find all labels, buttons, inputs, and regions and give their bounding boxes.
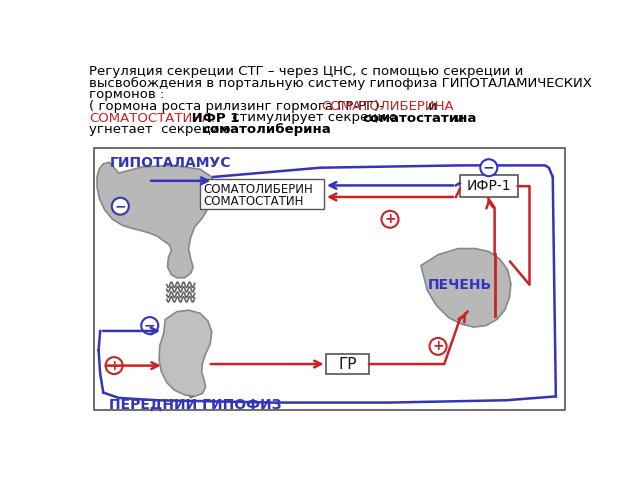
Text: гормонов :: гормонов : [90,88,164,101]
Bar [94,148,565,410]
Circle shape [429,338,447,355]
Text: ПЕРЕДНИЙ ГИПОФИЗ: ПЕРЕДНИЙ ГИПОФИЗ [109,396,282,412]
Text: соматолиберина: соматолиберина [202,123,331,136]
Polygon shape [421,249,511,327]
Polygon shape [159,310,212,396]
Bar [200,179,324,208]
Text: соматостатина: соматостатина [362,111,477,124]
Bar [460,175,518,197]
Circle shape [141,317,158,334]
Text: и: и [451,111,464,124]
Text: высвобождения в портальную систему гипофиза ГИПОТАЛАМИЧЕСКИХ: высвобождения в портальную систему гипоф… [90,77,592,90]
Text: ИФР-1: ИФР-1 [467,179,511,193]
Text: и: и [424,100,437,113]
Text: −: − [115,199,126,213]
Text: ГР: ГР [339,357,357,372]
Text: .: . [302,123,307,136]
Text: −: − [144,319,156,333]
Text: −: − [483,161,495,175]
Text: Регуляция секреции СТГ – через ЦНС, с помощью секреции и: Регуляция секреции СТГ – через ЦНС, с по… [90,65,524,78]
Text: СОМАТОЛИБЕРИНА: СОМАТОЛИБЕРИНА [321,100,454,113]
Circle shape [112,198,129,215]
Text: +: + [384,212,396,226]
Text: СОМАТОСТАТИНА.: СОМАТОСТАТИНА. [90,111,216,124]
Text: ИФР 1: ИФР 1 [188,111,239,124]
Text: +: + [432,339,444,353]
Bar [326,354,369,374]
Circle shape [106,357,123,374]
Text: СОМАТОСТАТИН: СОМАТОСТАТИН [204,195,303,208]
Polygon shape [97,162,216,278]
Text: угнетает  секрецию: угнетает секрецию [90,123,235,136]
Text: СОМАТОЛИБЕРИН: СОМАТОЛИБЕРИН [204,183,313,196]
Text: ПЕЧЕНЬ: ПЕЧЕНЬ [428,278,492,292]
Text: ( гормона роста рилизинг гормога ГР-РГ)-: ( гормона роста рилизинг гормога ГР-РГ)- [90,100,388,113]
Text: +: + [108,359,120,372]
Text: ГИПОТАЛАМУС: ГИПОТАЛАМУС [109,156,231,170]
Text: стимулирует секрецию: стимулирует секрецию [228,111,401,124]
Circle shape [381,211,399,228]
Circle shape [480,159,497,176]
